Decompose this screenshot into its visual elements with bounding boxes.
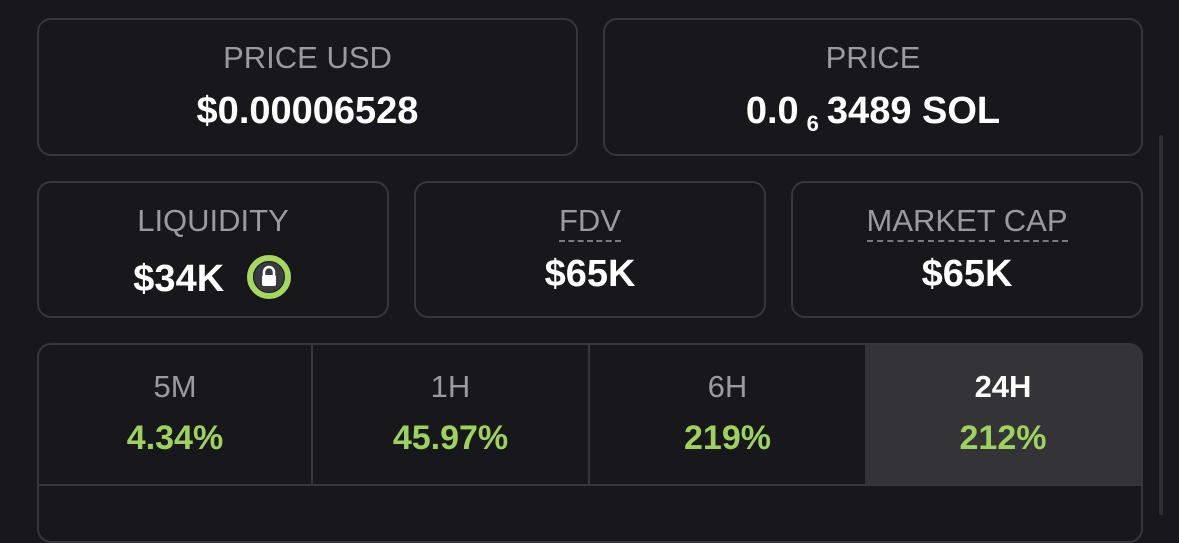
body: PRICE USD $0.00006528 PRICE 0.0 6 3489 SOL… [37, 18, 1163, 543]
tab-change: 212% [959, 419, 1047, 457]
lock-icon[interactable] [245, 253, 293, 301]
timeframe-panel: 5M 4.34% 1H 45.97% 6H 219% 24H 212% [37, 343, 1143, 543]
tab-selected[interactable]: 24H 212% [865, 345, 1141, 484]
tab-label: 6H [707, 369, 748, 404]
tab-label: 1H [430, 369, 471, 404]
tab[interactable]: 5M 4.34% [39, 345, 313, 484]
page: {"price_usd": {"label": "PRICE USD", "va… [37, 18, 1163, 543]
price-usd-card: PRICE USD $0.00006528 [37, 18, 578, 156]
timeframe-tabs: 5M 4.34% 1H 45.97% 6H 219% 24H 212% [39, 345, 1141, 486]
label: FDV [416, 203, 764, 242]
value: $65K [921, 253, 1013, 295]
label-word[interactable]: MARKET [866, 203, 996, 242]
tab-label: 5M [153, 369, 197, 404]
market-cap-card: MARKET CAP $65K [791, 181, 1143, 318]
tab-change: 45.97% [392, 419, 509, 457]
label-word[interactable]: CAP [1003, 203, 1068, 242]
zero-count: 6 [806, 111, 819, 136]
tab[interactable]: 1H 45.97% [313, 345, 590, 484]
tab-change: 219% [684, 419, 771, 457]
label-text[interactable]: FDV [559, 203, 621, 242]
value: $0.00006528 [196, 90, 419, 132]
tab[interactable]: 6H 219% [590, 345, 865, 484]
value-rest: 3489 SOL [826, 90, 1001, 132]
label: PRICE [825, 40, 921, 75]
tab-change: 4.34% [126, 419, 224, 457]
label: PRICE USD [223, 40, 392, 75]
scrollbar[interactable] [1159, 135, 1163, 515]
value-text: $34K [133, 258, 225, 300]
label: MARKET CAP [793, 203, 1141, 242]
tab-label: 24H [974, 369, 1032, 404]
value: $65K [544, 253, 636, 295]
value: 0.0 6 3489 SOL [605, 90, 1141, 137]
label: LIQUIDITY [137, 203, 289, 238]
price-card: PRICE 0.0 6 3489 SOL [603, 18, 1143, 156]
value-prefix: 0.0 [745, 90, 799, 132]
fdv-card: FDV $65K [414, 181, 766, 318]
value: $34K [39, 253, 387, 301]
liquidity-card: LIQUIDITY $34K [37, 181, 389, 318]
